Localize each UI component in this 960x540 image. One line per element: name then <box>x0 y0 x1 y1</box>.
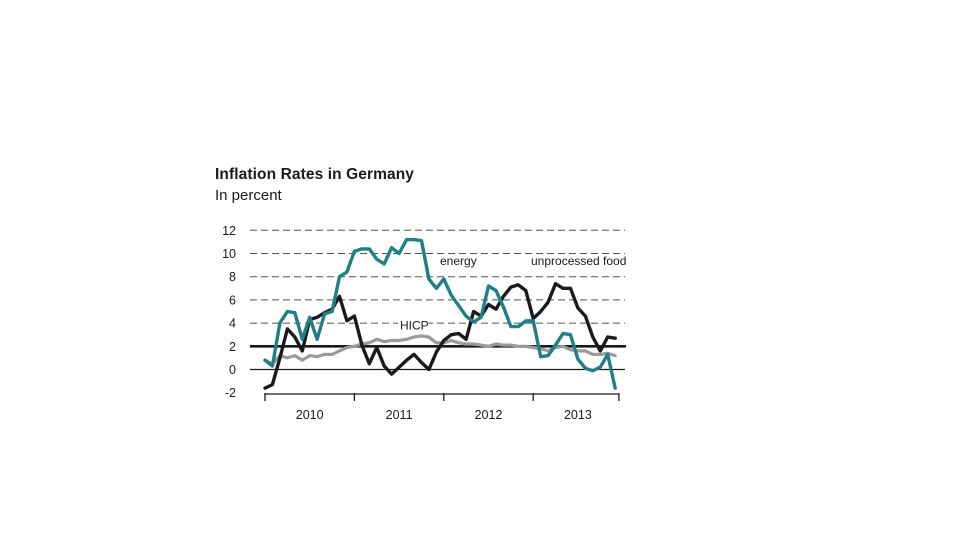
series-label-unprocessed-food: unprocessed food <box>531 254 626 268</box>
series-line-hicp <box>263 334 617 366</box>
y-tick-label: 4 <box>229 317 236 331</box>
series-line-energy <box>263 237 617 390</box>
series-layer <box>263 237 617 390</box>
x-tick-label: 2013 <box>564 408 592 422</box>
series-label-backing <box>529 254 639 268</box>
chart-subtitle: In percent <box>215 187 282 204</box>
series-label-hicp: HICP <box>400 319 429 333</box>
x-tick-label: 2010 <box>296 408 324 422</box>
y-tick-label: 8 <box>229 270 236 284</box>
x-tick-label: 2011 <box>386 408 413 422</box>
y-tick-label: 6 <box>229 293 236 307</box>
grid-layer <box>250 229 625 324</box>
y-tick-label: 10 <box>222 247 236 261</box>
y-tick-label: 12 <box>222 224 236 238</box>
chart-title: Inflation Rates in Germany <box>215 166 414 183</box>
y-tick-label: -2 <box>225 386 236 400</box>
axis-layer <box>250 344 626 401</box>
series-label-energy: energy <box>440 254 477 268</box>
series-label-backing <box>398 318 429 333</box>
label-layer: 12 10 8 6 4 2 0 -2 2010 2011 2012 2013 energy unproce… <box>222 224 639 422</box>
series-label-backing <box>438 254 482 268</box>
x-tick-label: 2012 <box>475 408 503 422</box>
y-tick-label: 2 <box>229 340 236 354</box>
y-tick-label: 0 <box>229 363 236 377</box>
